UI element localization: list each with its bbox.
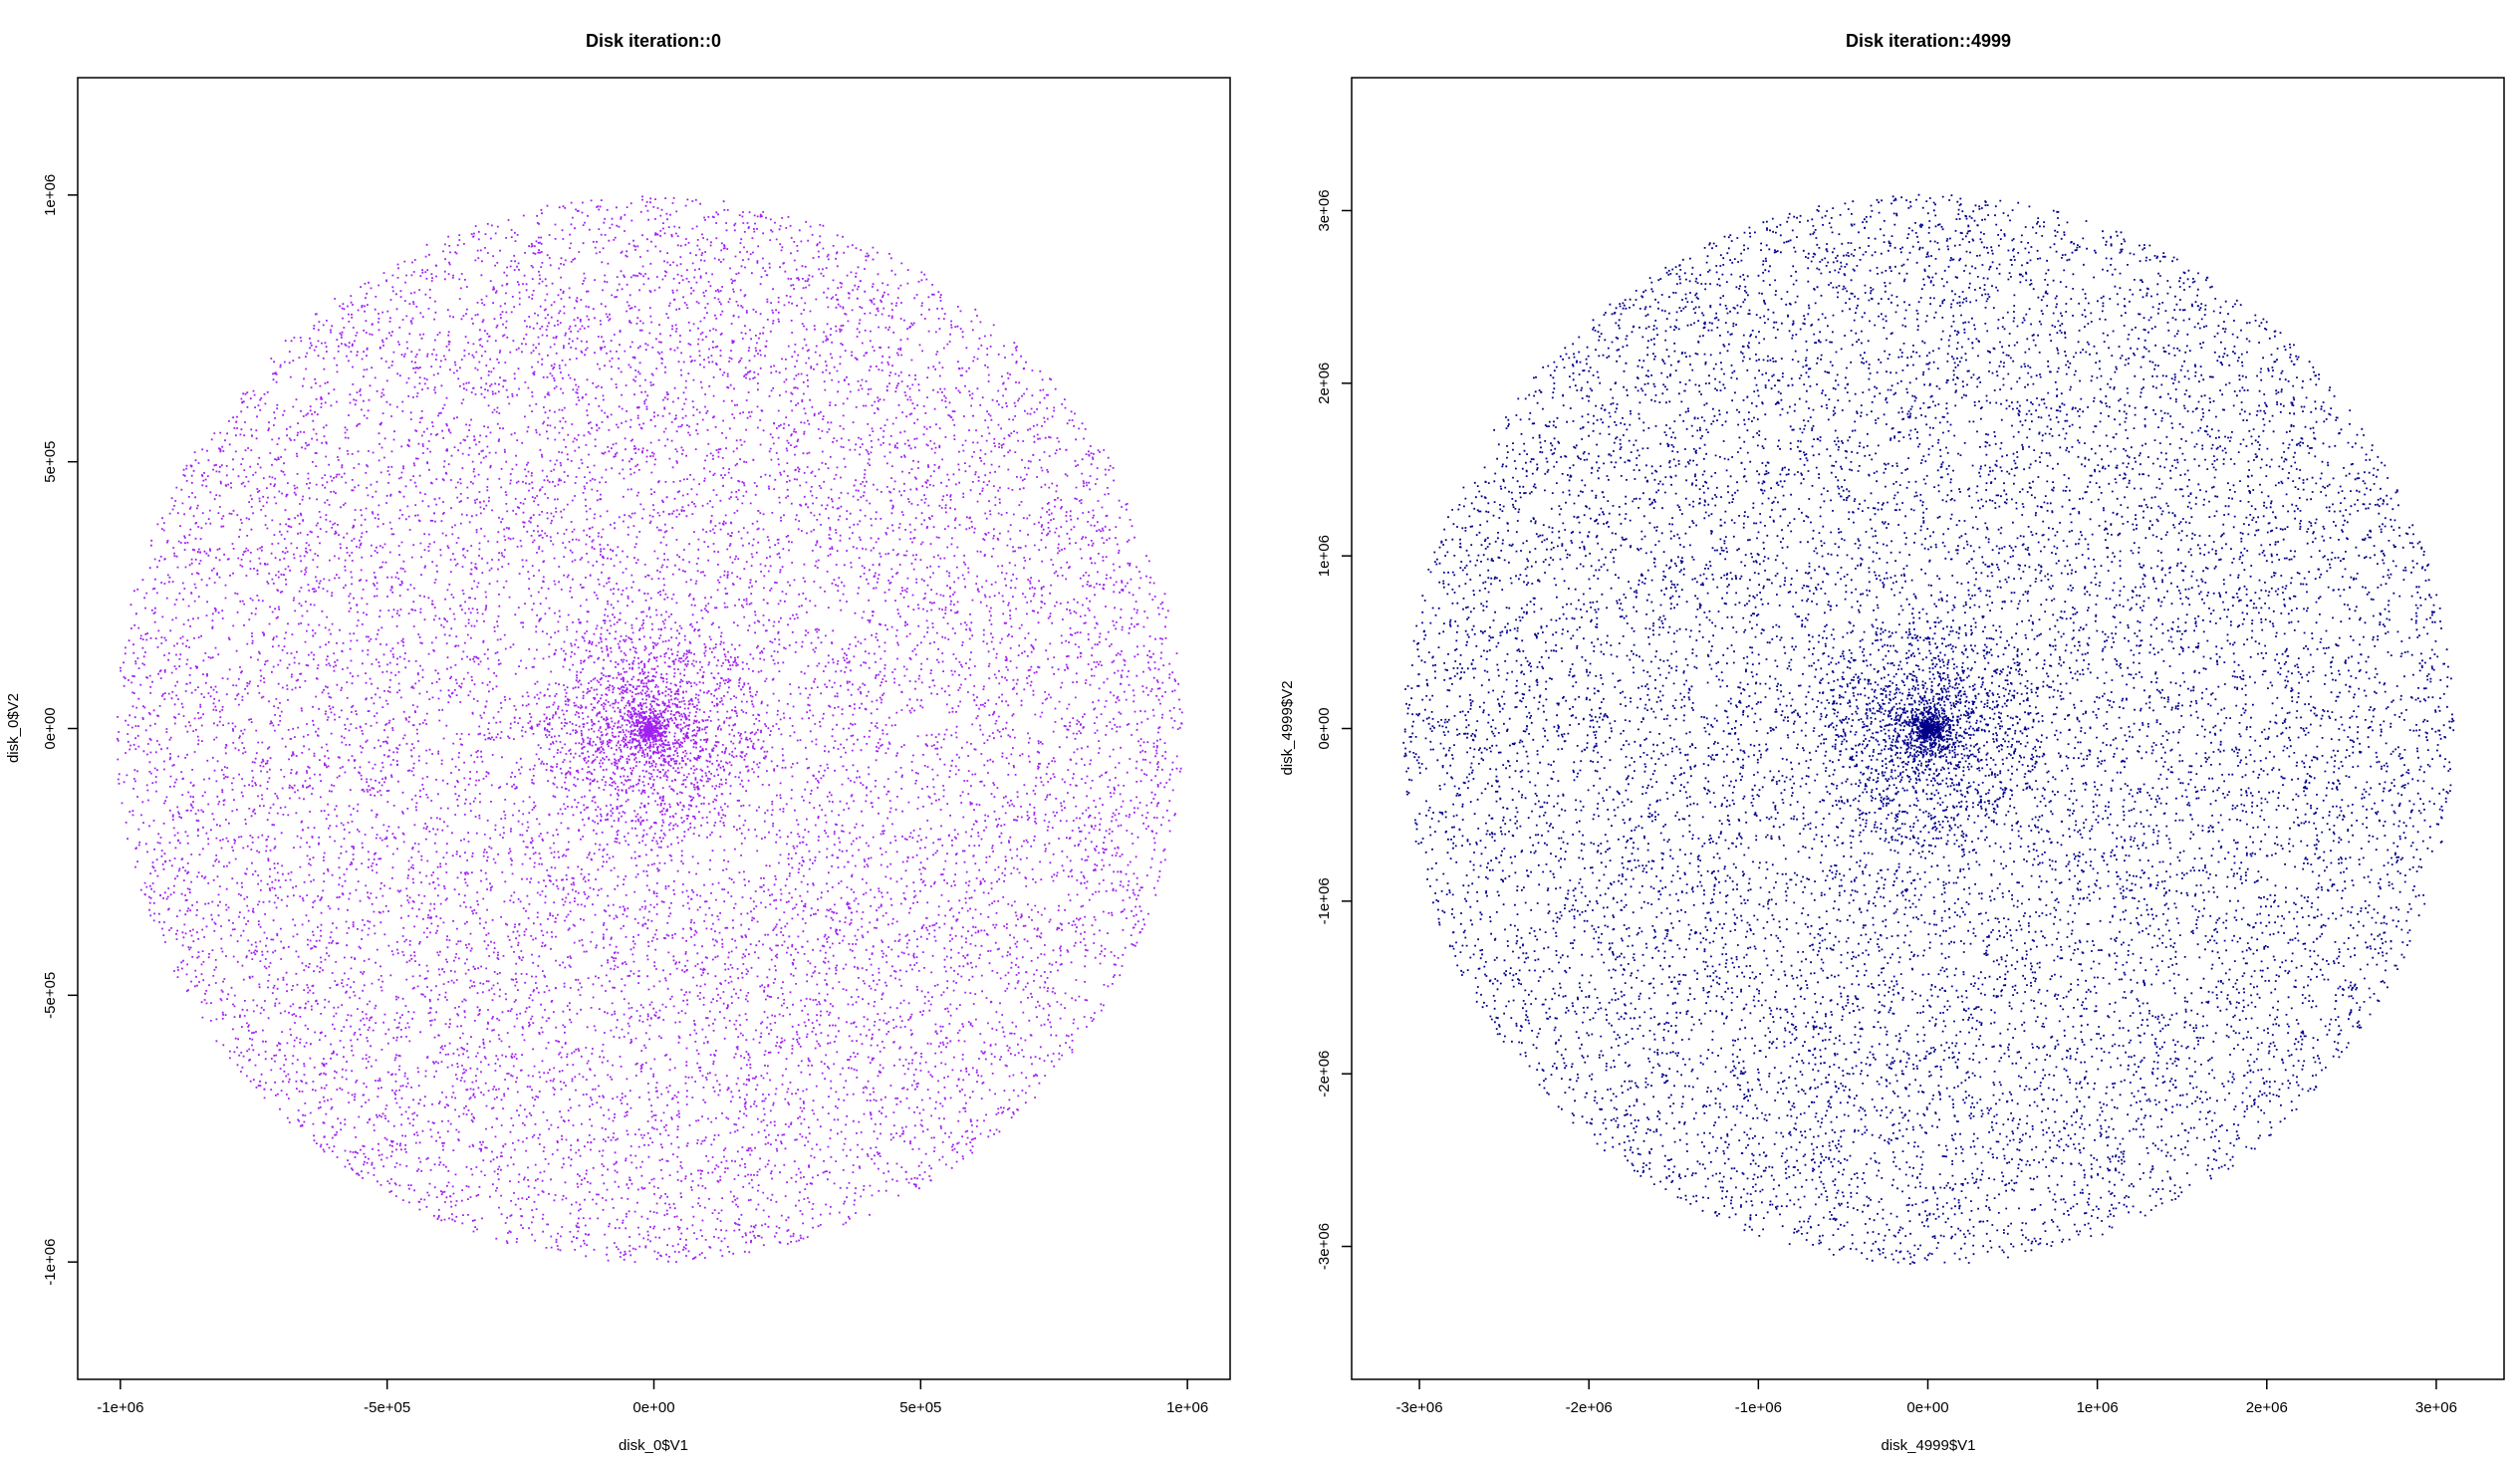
scatter-panel-iteration-0: Disk iteration::0 -1e+06 -5e+05 0e+00 5e+05… (5, 31, 1231, 1454)
chart-title: Disk iteration::0 (586, 31, 721, 51)
x-axis: -1e+06 -5e+05 0e+00 5e+05 1e+06 (97, 1379, 1208, 1416)
y-axis: -1e+06 -5e+05 0e+00 5e+05 1e+06 (42, 174, 78, 1286)
y-axis: -3e+06 -2e+06 -1e+06 0e+00 1e+06 2e+06 3e+06 (1316, 189, 1352, 1270)
scatter-points (117, 195, 1183, 1263)
x-tick-label: -1e+06 (1735, 1399, 1782, 1416)
y-tick-label: 3e+06 (1316, 189, 1333, 231)
y-tick-label: 5e+05 (42, 441, 59, 483)
scatter-points (1402, 193, 2455, 1265)
x-tick-label: -1e+06 (97, 1399, 143, 1416)
x-tick-label: 0e+00 (1906, 1399, 1948, 1416)
x-tick-label: -2e+06 (1566, 1399, 1613, 1416)
y-tick-label: 0e+00 (1316, 707, 1333, 749)
x-tick-label: 1e+06 (1166, 1399, 1208, 1416)
y-axis-label: disk_0$V2 (5, 693, 22, 763)
x-axis-label: disk_4999$V1 (1881, 1437, 1975, 1454)
y-tick-label: 1e+06 (42, 174, 59, 216)
data-points (1402, 193, 2455, 1265)
x-tick-label: -5e+05 (364, 1399, 410, 1416)
x-axis: -3e+06 -2e+06 -1e+06 0e+00 1e+06 2e+06 3e+06 (1395, 1379, 2457, 1416)
y-tick-label: 0e+00 (42, 707, 59, 749)
x-tick-label: 2e+06 (2246, 1399, 2288, 1416)
y-tick-label: -1e+06 (42, 1239, 59, 1286)
x-tick-label: 3e+06 (2415, 1399, 2457, 1416)
y-tick-label: 2e+06 (1316, 363, 1333, 404)
x-axis-label: disk_0$V1 (619, 1437, 688, 1454)
scatter-panel-iteration-4999: Disk iteration::4999 -3e+06 -2e+06 -1e+06 0… (1279, 31, 2505, 1454)
y-tick-label: -5e+05 (42, 972, 59, 1019)
x-tick-label: 1e+06 (2077, 1399, 2119, 1416)
x-tick-label: 0e+00 (632, 1399, 674, 1416)
data-points (117, 195, 1183, 1263)
x-tick-label: 5e+05 (899, 1399, 941, 1416)
y-tick-label: -1e+06 (1316, 877, 1333, 924)
x-tick-label: -3e+06 (1395, 1399, 1442, 1416)
y-tick-label: -2e+06 (1316, 1051, 1333, 1098)
chart-title: Disk iteration::4999 (1846, 31, 2011, 51)
y-axis-label: disk_4999$V2 (1279, 680, 1296, 775)
y-tick-label: 1e+06 (1316, 535, 1333, 577)
y-tick-label: -3e+06 (1316, 1223, 1333, 1270)
